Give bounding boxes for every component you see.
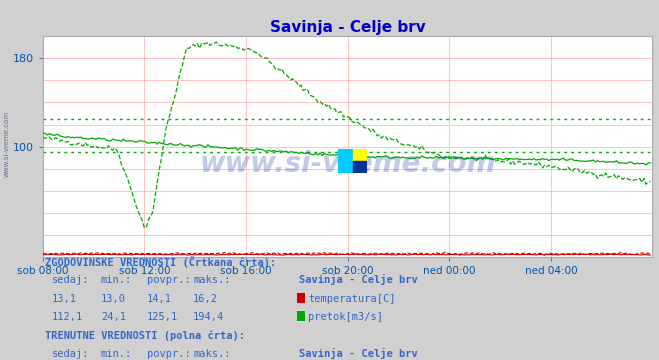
Text: www.si-vreme.com: www.si-vreme.com — [200, 150, 496, 179]
Text: 194,4: 194,4 — [193, 312, 224, 323]
Text: 24,1: 24,1 — [101, 312, 126, 323]
Text: 112,1: 112,1 — [51, 312, 82, 323]
Text: sedaj:: sedaj: — [51, 349, 89, 359]
Text: maks.:: maks.: — [193, 349, 231, 359]
Bar — [339, 149, 353, 173]
Text: min.:: min.: — [101, 349, 132, 359]
Text: ZGODOVINSKE VREDNOSTI (Črtkana črta):: ZGODOVINSKE VREDNOSTI (Črtkana črta): — [45, 256, 276, 268]
Text: temperatura[C]: temperatura[C] — [308, 294, 396, 304]
Text: Savinja - Celje brv: Savinja - Celje brv — [299, 274, 417, 285]
Text: 14,1: 14,1 — [147, 294, 172, 304]
Text: 13,0: 13,0 — [101, 294, 126, 304]
Bar — [353, 149, 367, 161]
Text: 125,1: 125,1 — [147, 312, 178, 323]
Text: sedaj:: sedaj: — [51, 275, 89, 285]
Text: www.si-vreme.com: www.si-vreme.com — [3, 111, 9, 177]
Text: pretok[m3/s]: pretok[m3/s] — [308, 312, 384, 323]
Text: 13,1: 13,1 — [51, 294, 76, 304]
Text: Savinja - Celje brv: Savinja - Celje brv — [299, 348, 417, 359]
Text: min.:: min.: — [101, 275, 132, 285]
Polygon shape — [353, 161, 367, 173]
Text: 16,2: 16,2 — [193, 294, 218, 304]
Text: TRENUTNE VREDNOSTI (polna črta):: TRENUTNE VREDNOSTI (polna črta): — [45, 331, 244, 341]
Text: povpr.:: povpr.: — [147, 349, 190, 359]
Text: povpr.:: povpr.: — [147, 275, 190, 285]
Title: Savinja - Celje brv: Savinja - Celje brv — [270, 20, 426, 35]
Text: maks.:: maks.: — [193, 275, 231, 285]
